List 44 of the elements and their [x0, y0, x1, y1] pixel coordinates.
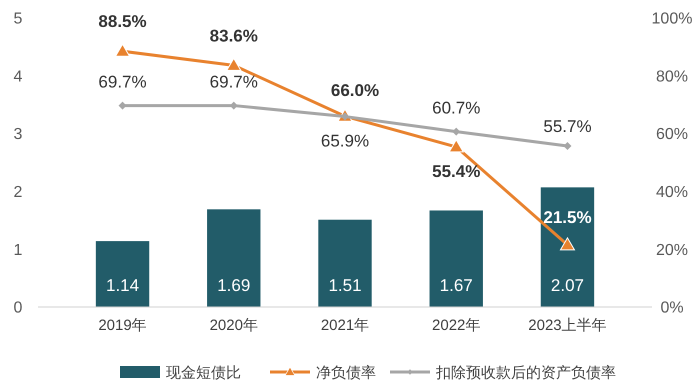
legend-label: 净负债率 — [316, 364, 376, 382]
point — [560, 237, 575, 250]
legend-label: 现金短债比 — [166, 364, 241, 382]
data-label: 1.69 — [217, 276, 250, 295]
data-label: 55.4% — [432, 162, 480, 181]
y-tick-label: 0 — [14, 300, 23, 317]
bar — [207, 209, 260, 307]
legend-label: 扣除预收款后的资产负债率 — [435, 364, 616, 382]
y2-tick-label: 0% — [660, 300, 684, 317]
data-label: 69.7% — [210, 72, 258, 92]
data-label: 88.5% — [98, 12, 147, 32]
point — [448, 139, 464, 152]
y-tick-label: 4 — [14, 68, 23, 86]
data-label: 60.7% — [432, 98, 480, 118]
y-tick-label: 5 — [14, 10, 23, 28]
data-label: 1.14 — [106, 276, 140, 295]
data-label: 1.51 — [328, 276, 362, 295]
data-label: 21.5% — [543, 208, 592, 227]
bar — [430, 210, 483, 307]
bar — [96, 241, 150, 307]
data-label: 83.6% — [210, 26, 258, 46]
x-tick-label: 2022年 — [432, 317, 480, 334]
x-tick-label: 2021年 — [320, 317, 370, 334]
data-label: 55.7% — [543, 116, 592, 136]
y-tick-label: 3 — [14, 126, 23, 144]
data-label: 1.67 — [440, 276, 473, 295]
y2-tick-label: 20% — [656, 242, 688, 259]
y2-tick-label: 80% — [656, 68, 688, 86]
x-tick-label: 2023上半年 — [528, 317, 607, 334]
x-tick-label: 2020年 — [210, 317, 258, 334]
y-tick-label: 2 — [14, 184, 23, 201]
x-tick-label: 2019年 — [98, 317, 147, 334]
y2-tick-label: 100% — [652, 10, 692, 28]
y-tick-label: 1 — [14, 242, 23, 259]
bar — [540, 187, 594, 307]
bar — [318, 220, 372, 307]
point — [115, 44, 130, 57]
y2-tick-label: 40% — [656, 184, 688, 201]
data-label: 69.7% — [98, 72, 147, 92]
data-label: 66.0% — [330, 81, 380, 100]
data-label: 65.9% — [320, 132, 370, 150]
point — [226, 58, 242, 71]
data-label: 2.07 — [550, 276, 584, 295]
y2-tick-label: 60% — [656, 126, 688, 144]
